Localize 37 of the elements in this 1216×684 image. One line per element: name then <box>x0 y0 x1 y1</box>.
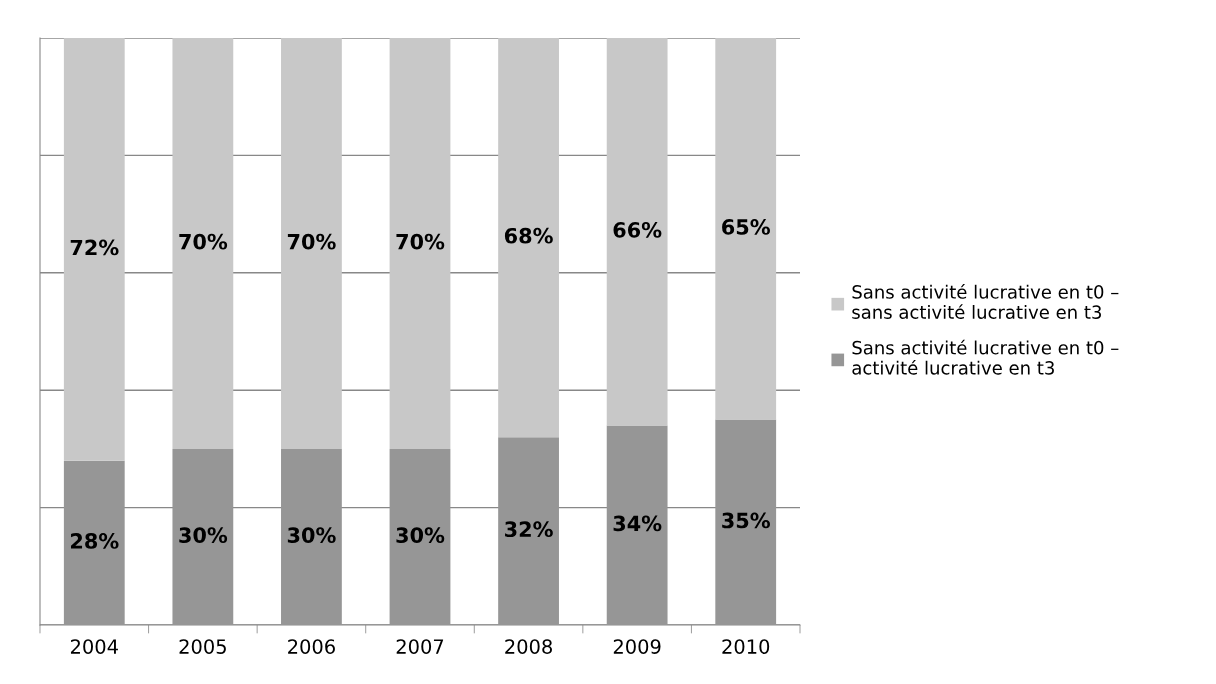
data-label: 35% <box>722 512 770 529</box>
bar <box>606 38 668 426</box>
bar <box>281 38 342 449</box>
bar <box>389 448 451 625</box>
data-label: 66% <box>613 222 662 238</box>
bar <box>389 38 451 449</box>
data-label: 70% <box>287 233 336 250</box>
data-label: 72% <box>70 239 119 256</box>
data-label: 70% <box>179 233 228 250</box>
bar <box>498 437 559 625</box>
bar <box>172 38 234 449</box>
bar <box>715 38 777 420</box>
bar <box>63 38 125 461</box>
legend-label: Sans activité lucrative en t0 – activité lucrative en t3 <box>852 339 1119 375</box>
data-label: 30% <box>287 527 336 543</box>
data-label: 30% <box>396 527 445 543</box>
data-label: 30% <box>179 527 228 543</box>
data-label: 32% <box>505 521 553 538</box>
bar <box>498 38 559 438</box>
bar <box>172 448 234 625</box>
legend-label: Sans activité lucrative en t0 – sans activité lucrative en t3 <box>852 284 1119 319</box>
bar <box>63 460 125 625</box>
data-label: 65% <box>722 219 770 235</box>
bar <box>606 425 668 625</box>
data-label: 70% <box>396 233 445 250</box>
x-tick-label: 2004 <box>70 639 118 654</box>
x-tick-label: 2007 <box>396 639 444 654</box>
bar <box>281 448 342 625</box>
x-tick-label: 2010 <box>722 639 770 654</box>
bar <box>715 419 777 625</box>
x-tick-label: 2008 <box>505 639 552 654</box>
x-tick-label: 2005 <box>179 639 226 654</box>
x-tick-label: 2009 <box>613 639 661 654</box>
data-label: 28% <box>71 533 119 549</box>
data-label: 34% <box>613 515 662 532</box>
data-label: 68% <box>504 227 553 244</box>
x-tick-label: 2006 <box>288 639 335 654</box>
